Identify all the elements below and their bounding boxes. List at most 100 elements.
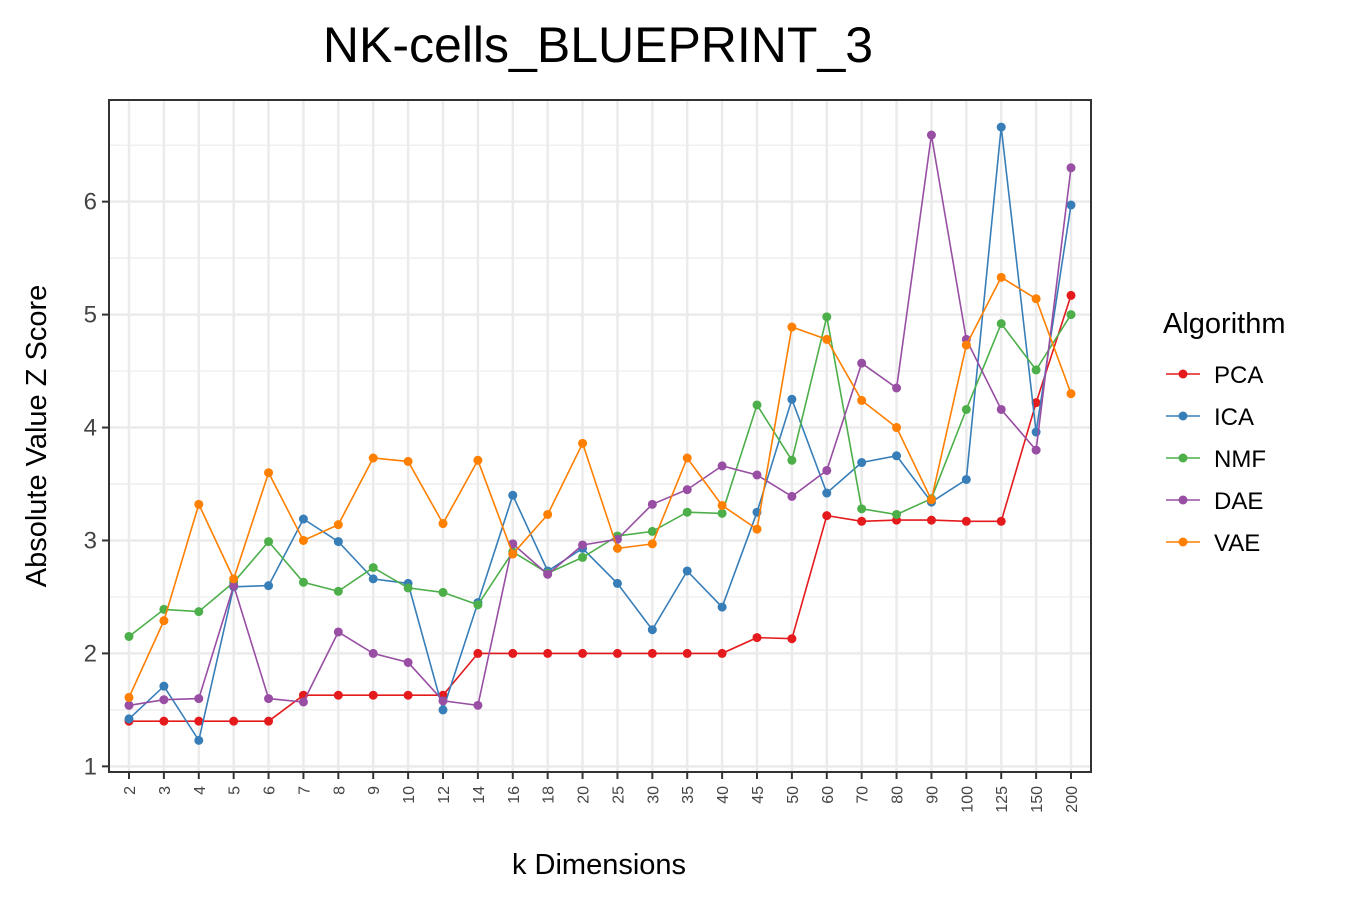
data-point-vae [1031, 294, 1041, 304]
data-point-pca [229, 716, 239, 726]
y-tick-label: 3 [84, 527, 97, 554]
data-point-nmf [403, 583, 413, 593]
data-point-vae [996, 272, 1006, 282]
data-point-pca [822, 511, 832, 521]
legend-title: Algorithm [1163, 308, 1286, 340]
x-tick-label: 50 [785, 786, 802, 804]
x-axis-title: k Dimensions [512, 849, 686, 881]
data-point-nmf [1066, 310, 1076, 320]
data-point-nmf [578, 552, 588, 562]
data-point-pca [926, 515, 936, 525]
data-point-nmf [194, 607, 204, 617]
x-tick-label: 90 [924, 786, 941, 804]
x-tick-label: 80 [890, 786, 907, 804]
legend-item-vae: VAE [1166, 530, 1260, 557]
data-point-nmf [647, 526, 657, 536]
data-point-dae [822, 465, 832, 475]
data-point-nmf [717, 508, 727, 518]
data-point-pca [473, 648, 483, 658]
data-point-pca [961, 516, 971, 526]
data-point-vae [612, 543, 622, 553]
data-point-vae [682, 453, 692, 463]
data-point-pca [578, 648, 588, 658]
data-point-vae [403, 456, 413, 466]
x-tick-label: 200 [1064, 786, 1081, 813]
data-point-ica [787, 394, 797, 404]
data-point-dae [717, 461, 727, 471]
legend-key-point [1178, 537, 1188, 547]
data-point-vae [857, 395, 867, 405]
data-point-ica [368, 574, 378, 584]
data-point-vae [752, 524, 762, 534]
data-point-vae [473, 455, 483, 465]
data-point-pca [333, 690, 343, 700]
x-tick-label: 25 [610, 786, 627, 804]
data-point-nmf [264, 537, 274, 547]
series-line-vae [128, 276, 1072, 698]
data-point-nmf [996, 319, 1006, 329]
series-vae [124, 272, 1076, 702]
y-axis-title: Absolute Value Z Score [21, 285, 53, 588]
x-tick-label: 4 [192, 786, 209, 795]
x-tick-label: 5 [227, 786, 244, 795]
data-point-ica [194, 735, 204, 745]
legend-item-pca: PCA [1166, 362, 1263, 389]
data-point-vae [1066, 389, 1076, 399]
data-point-vae [926, 495, 936, 505]
series-dae [124, 130, 1076, 710]
x-tick-label: 3 [157, 786, 174, 795]
legend-label: NMF [1214, 446, 1266, 473]
data-point-vae [787, 322, 797, 332]
legend-label: DAE [1214, 488, 1263, 515]
x-tick-label: 30 [645, 786, 662, 804]
x-tick-label: 2 [122, 786, 139, 795]
legend-item-dae: DAE [1166, 488, 1263, 515]
data-point-dae [264, 694, 274, 704]
data-point-vae [124, 692, 134, 702]
data-point-ica [996, 122, 1006, 132]
data-point-vae [194, 499, 204, 509]
data-point-ica [612, 578, 622, 588]
data-point-nmf [298, 577, 308, 587]
data-point-vae [543, 509, 553, 519]
legend-key-point [1178, 495, 1188, 505]
data-point-dae [892, 383, 902, 393]
data-point-ica [717, 602, 727, 612]
series-line-ica [128, 127, 1072, 743]
data-point-pca [159, 716, 169, 726]
data-point-vae [264, 468, 274, 478]
data-point-vae [961, 340, 971, 350]
x-tick-label: 125 [994, 786, 1011, 813]
legend-key-point [1178, 411, 1188, 421]
data-point-nmf [961, 404, 971, 414]
data-point-pca [647, 648, 657, 658]
data-point-ica [264, 581, 274, 591]
data-point-pca [682, 648, 692, 658]
y-tick-label: 6 [84, 189, 97, 216]
data-point-pca [1066, 290, 1076, 300]
data-point-pca [543, 648, 553, 658]
legend-key-point [1178, 369, 1188, 379]
data-point-ica [508, 490, 518, 500]
data-point-dae [333, 627, 343, 637]
data-point-dae [578, 540, 588, 550]
data-point-dae [1031, 445, 1041, 455]
grid [109, 100, 1091, 772]
series-ica [124, 122, 1076, 745]
data-point-nmf [368, 563, 378, 573]
data-point-nmf [682, 507, 692, 517]
data-point-nmf [333, 586, 343, 596]
data-point-pca [612, 648, 622, 658]
y-tick-label: 5 [84, 302, 97, 329]
data-point-nmf [787, 455, 797, 465]
series-pca [124, 290, 1076, 726]
y-tick-label: 1 [84, 753, 97, 780]
data-point-dae [682, 485, 692, 495]
data-point-vae [333, 520, 343, 530]
x-tick-label: 40 [715, 786, 732, 804]
data-point-pca [787, 634, 797, 644]
x-tick-label: 150 [1029, 786, 1046, 813]
data-point-pca [717, 648, 727, 658]
data-point-dae [647, 499, 657, 509]
